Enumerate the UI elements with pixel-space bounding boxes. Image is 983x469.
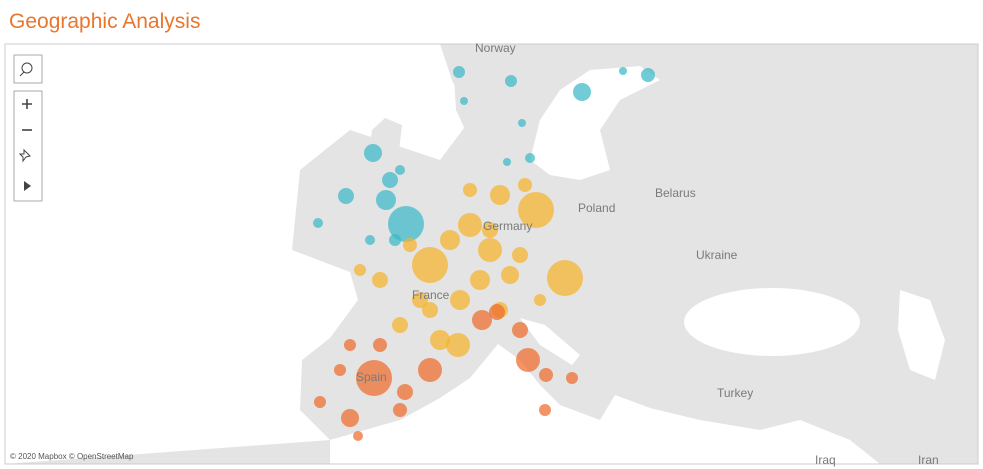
country-label: Iraq — [815, 453, 836, 467]
location-bubble[interactable] — [501, 266, 519, 284]
location-bubble[interactable] — [472, 310, 492, 330]
location-bubble[interactable] — [539, 368, 553, 382]
location-bubble[interactable] — [489, 304, 505, 320]
country-label: Germany — [483, 219, 532, 233]
location-bubble[interactable] — [518, 192, 554, 228]
location-bubble[interactable] — [393, 403, 407, 417]
zoom-in[interactable] — [22, 99, 32, 109]
country-label: Poland — [578, 201, 615, 215]
country-label: Spain — [356, 370, 387, 384]
map-frame — [4, 43, 979, 465]
location-bubble[interactable] — [341, 409, 359, 427]
adriatic — [520, 318, 580, 365]
location-bubble[interactable] — [566, 372, 578, 384]
country-label: Belarus — [655, 186, 696, 200]
location-bubble[interactable] — [516, 348, 540, 372]
location-bubble[interactable] — [450, 290, 470, 310]
zoom-toolbar — [13, 90, 43, 202]
location-bubble[interactable] — [619, 67, 627, 75]
location-bubble[interactable] — [539, 404, 551, 416]
location-bubble[interactable] — [470, 270, 490, 290]
location-bubble[interactable] — [525, 153, 535, 163]
atlantic — [5, 44, 470, 464]
location-bubble[interactable] — [392, 317, 408, 333]
location-bubble[interactable] — [482, 222, 498, 238]
location-bubble[interactable] — [440, 230, 460, 250]
attribution: © 2020 Mapbox © OpenStreetMap — [10, 452, 134, 461]
location-bubble[interactable] — [490, 185, 510, 205]
map-base — [5, 44, 978, 464]
location-bubble[interactable] — [353, 431, 363, 441]
ireland — [308, 172, 358, 232]
location-bubble[interactable] — [518, 178, 532, 192]
location-bubble[interactable] — [389, 234, 401, 246]
location-bubble[interactable] — [418, 358, 442, 382]
location-bubble[interactable] — [403, 238, 417, 252]
location-bubble[interactable] — [446, 333, 470, 357]
location-bubble[interactable] — [388, 206, 424, 242]
location-bubble[interactable] — [547, 260, 583, 296]
location-bubble[interactable] — [503, 158, 511, 166]
location-bubble[interactable] — [453, 66, 465, 78]
location-bubble[interactable] — [373, 338, 387, 352]
search-icon — [21, 62, 33, 74]
location-bubble[interactable] — [505, 75, 517, 87]
location-bubble[interactable] — [478, 238, 502, 262]
location-bubble[interactable] — [412, 292, 428, 308]
bubbles — [313, 66, 655, 441]
location-bubble[interactable] — [463, 183, 477, 197]
location-bubble[interactable] — [518, 119, 526, 127]
location-bubble[interactable] — [382, 172, 398, 188]
play-button[interactable] — [24, 181, 31, 191]
search-icon-handle — [19, 71, 25, 77]
location-bubble[interactable] — [512, 322, 528, 338]
country-label: France — [412, 288, 450, 302]
country-label: Norway — [475, 41, 516, 55]
location-bubble[interactable] — [641, 68, 655, 82]
country-label: Turkey — [717, 386, 753, 400]
caspian — [898, 290, 945, 380]
location-bubble[interactable] — [512, 247, 528, 263]
location-bubble[interactable] — [376, 190, 396, 210]
location-bubble[interactable] — [430, 330, 450, 350]
location-bubble[interactable] — [364, 144, 382, 162]
country-label: Iran — [918, 453, 939, 467]
mediterranean — [330, 344, 880, 464]
baltic — [530, 66, 660, 180]
location-bubble[interactable] — [314, 396, 326, 408]
country-label: Ukraine — [696, 248, 738, 262]
location-bubble[interactable] — [356, 360, 392, 396]
location-bubble[interactable] — [372, 272, 388, 288]
location-bubble[interactable] — [458, 213, 482, 237]
location-bubble[interactable] — [354, 264, 366, 276]
location-bubble[interactable] — [412, 247, 448, 283]
page-title: Geographic Analysis — [9, 10, 201, 33]
map-controls — [13, 54, 43, 202]
black-sea — [684, 288, 860, 356]
location-bubble[interactable] — [573, 83, 591, 101]
location-bubble[interactable] — [344, 339, 356, 351]
location-bubble[interactable] — [422, 302, 438, 318]
location-bubble[interactable] — [534, 294, 546, 306]
pin-button[interactable] — [18, 148, 31, 163]
location-bubble[interactable] — [313, 218, 323, 228]
location-bubble[interactable] — [334, 364, 346, 376]
location-bubble[interactable] — [397, 384, 413, 400]
search-button[interactable] — [13, 54, 43, 84]
location-bubble[interactable] — [365, 235, 375, 245]
scandinavia-west — [452, 44, 540, 150]
location-bubble[interactable] — [460, 97, 468, 105]
location-bubble[interactable] — [338, 188, 354, 204]
location-bubble[interactable] — [395, 165, 405, 175]
